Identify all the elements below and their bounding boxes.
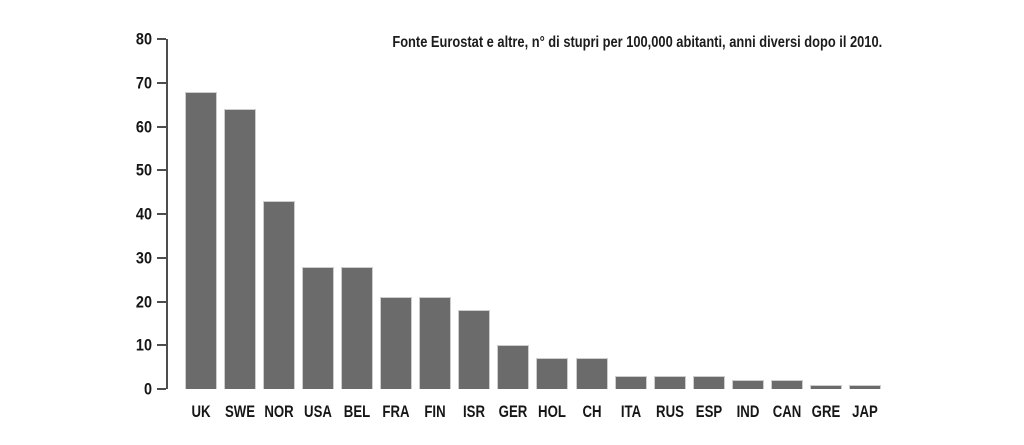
y-tick-label: 60 [135,117,152,136]
y-tick-mark [157,81,166,84]
bar-nor [262,200,295,389]
y-tick-label: 30 [135,248,152,268]
bar-isr [458,310,491,389]
bar-fra [380,297,412,389]
bar-esp [692,375,725,389]
y-tick-label: 40 [135,204,152,224]
bar-gre [810,384,843,389]
x-label-esp: ESP [695,403,723,421]
bar-fin [419,297,452,389]
y-tick-label: 70 [135,73,152,93]
x-label-isr: ISR [463,403,486,421]
y-tick-label: 80 [135,29,152,49]
y-axis-line [166,39,168,389]
y-tick-label: 10 [135,335,152,355]
x-label-nor: NOR [264,403,294,421]
y-tick-mark [157,256,166,259]
bar-swe [223,109,256,389]
x-label-ind: IND [736,403,760,421]
x-label-ch: CH [581,403,602,421]
bar-ch [575,358,608,389]
bar-rus [653,375,686,389]
y-tick-mark [157,38,166,40]
y-tick-label: 20 [135,292,152,311]
x-label-rus: RUS [655,403,684,421]
x-label-swe: SWE [224,403,255,421]
y-tick-mark [157,300,166,303]
x-label-bel: BEL [343,403,371,421]
x-label-jap: JAP [852,403,879,421]
chart-title: Fonte Eurostat e altre, n° di stupri per… [392,34,882,51]
x-label-fra: FRA [382,403,410,421]
x-label-ita: ITA [620,403,641,421]
bar-can [771,380,803,389]
x-label-ger: GER [498,403,528,421]
bar-ind [731,380,764,389]
x-label-can: CAN [772,403,802,421]
bar-bel [340,266,373,389]
bar-jap [849,384,882,389]
y-tick-mark [157,125,166,128]
x-label-uk: UK [190,403,211,421]
bar-ita [614,375,647,389]
bar-ger [497,345,530,389]
x-label-gre: GRE [811,403,841,421]
y-tick-mark [157,388,166,390]
bar-usa [301,266,334,389]
x-label-usa: USA [303,403,332,421]
bar-uk [184,91,217,389]
x-label-fin: FIN [424,403,446,421]
y-tick-label: 0 [143,379,152,399]
y-tick-mark [157,169,166,172]
y-tick-mark [157,213,166,215]
y-tick-mark [157,344,166,347]
bar-hol [536,358,569,389]
x-label-hol: HOL [538,403,567,421]
y-tick-label: 50 [135,160,152,180]
